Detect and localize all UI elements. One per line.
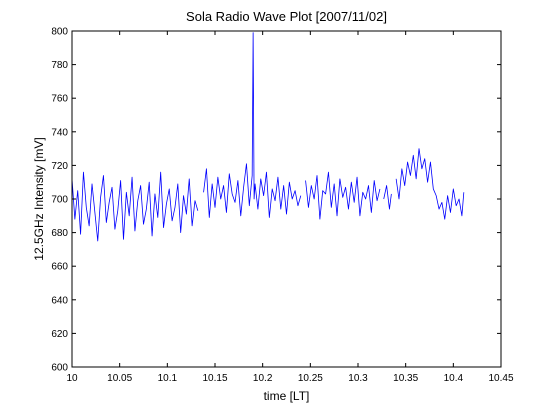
x-axis-label: time [LT] <box>264 389 310 403</box>
y-tick-label: 800 <box>51 27 68 38</box>
x-tick-label: 10.3 <box>348 373 368 384</box>
y-tick-label: 680 <box>51 228 68 239</box>
x-tick-label: 10.25 <box>298 373 323 384</box>
x-tick-label: 10.15 <box>202 373 227 384</box>
y-axis-label: 12.5GHz Intensity [mV] <box>32 137 46 260</box>
y-tick-label: 640 <box>51 295 68 306</box>
y-tick-label: 620 <box>51 329 68 340</box>
chart-title: Sola Radio Wave Plot [2007/11/02] <box>186 9 387 24</box>
y-axis: 600 620 640 660 680 700 720 740 760 780 800 <box>51 27 501 374</box>
y-tick-label: 780 <box>51 60 68 71</box>
y-tick-label: 600 <box>51 363 68 374</box>
x-tick-label: 10.2 <box>253 373 273 384</box>
x-tick-label: 10.45 <box>488 373 513 384</box>
x-axis: 10 10.05 10.1 10.15 10.2 10.25 10.3 10.35 10.4 10… <box>66 31 514 384</box>
plot-background <box>72 31 501 367</box>
x-tick-label: 10.05 <box>107 373 132 384</box>
x-tick-label: 10.4 <box>444 373 464 384</box>
x-tick-label: 10.1 <box>158 373 178 384</box>
y-tick-label: 740 <box>51 127 68 138</box>
series-layer <box>71 32 465 242</box>
y-tick-label: 700 <box>51 195 68 206</box>
x-tick-label: 10 <box>66 373 78 384</box>
y-tick-label: 760 <box>51 94 68 105</box>
x-tick-label: 10.35 <box>393 373 418 384</box>
series-line-0 <box>71 32 465 242</box>
y-tick-label: 720 <box>51 161 68 172</box>
y-tick-label: 660 <box>51 262 68 273</box>
